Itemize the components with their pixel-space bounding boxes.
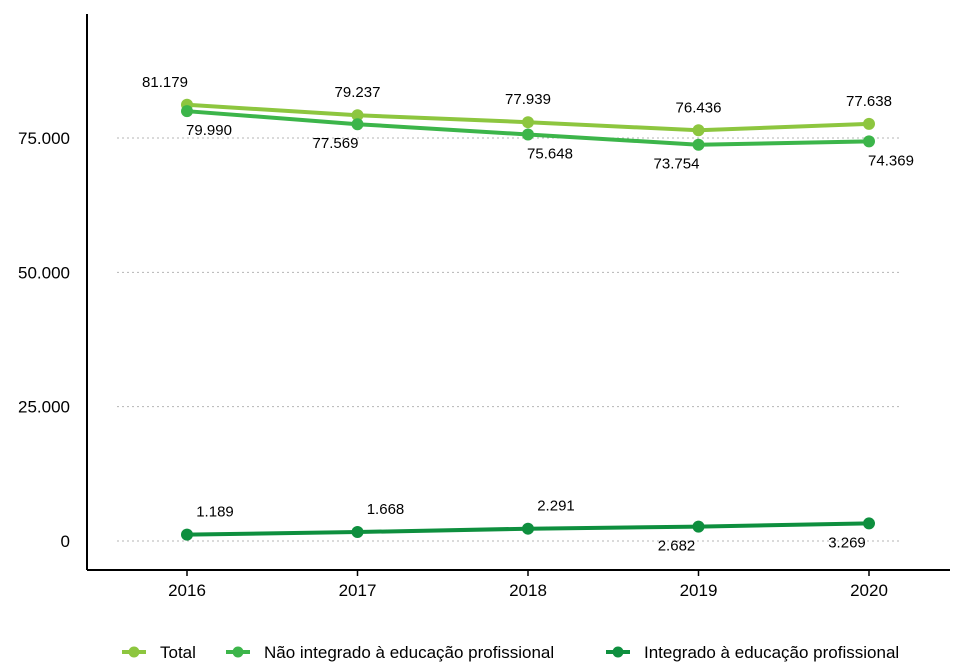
data-label: 2.291 (537, 498, 575, 515)
x-tick-label: 2020 (850, 581, 888, 600)
data-point (351, 526, 364, 539)
x-tick-label: 2019 (680, 581, 718, 600)
x-tick-label: 2017 (339, 581, 377, 600)
grid-lines (117, 137, 900, 542)
data-label: 81.179 (142, 74, 188, 91)
data-label: 77.939 (505, 91, 551, 108)
legend-swatch-marker (612, 646, 624, 658)
x-tick-label: 2018 (509, 581, 547, 600)
data-label: 75.648 (527, 146, 573, 163)
y-tick-label: 75.000 (18, 129, 70, 148)
data-point (692, 520, 705, 533)
y-tick-label: 0 (61, 532, 70, 551)
data-label: 74.369 (868, 152, 914, 169)
axes: 0 25.000 50.000 75.000 2016 2017 2018 2019 2020 (18, 14, 950, 600)
data-label: 73.754 (654, 156, 700, 173)
data-label: 1.189 (196, 504, 234, 521)
data-label: 3.269 (828, 534, 866, 551)
data-label: 77.638 (846, 93, 892, 110)
legend-label: Total (160, 643, 196, 662)
data-point (692, 138, 705, 151)
y-tick-label: 25.000 (18, 398, 70, 417)
data-point (522, 522, 534, 535)
legend-label: Integrado à educação profissional (644, 643, 899, 662)
data-point (863, 135, 875, 148)
data-label: 2.682 (658, 538, 696, 555)
data-label: 1.668 (367, 501, 405, 518)
data-point (692, 124, 705, 137)
data-point (863, 517, 875, 530)
data-label: 77.569 (313, 135, 359, 152)
legend-swatch-marker (128, 646, 140, 658)
data-point (181, 528, 193, 541)
data-point (863, 117, 875, 130)
series-lines (181, 98, 875, 541)
data-point (522, 128, 534, 141)
data-point (181, 105, 193, 118)
data-labels: 81.179 79.237 77.939 76.436 77.638 79.990 77.5… (142, 74, 914, 555)
x-tick-label: 2016 (168, 581, 206, 600)
y-tick-label: 50.000 (18, 263, 70, 282)
data-label: 79.990 (186, 122, 232, 139)
data-point (351, 109, 364, 122)
legend: Total Não integrado à educação profission… (122, 643, 899, 662)
data-point (351, 118, 364, 131)
data-label: 79.237 (335, 84, 381, 101)
legend-label: Não integrado à educação profissional (264, 643, 554, 662)
data-label: 76.436 (676, 99, 722, 116)
data-point (522, 116, 534, 129)
legend-swatch-marker (232, 646, 244, 658)
